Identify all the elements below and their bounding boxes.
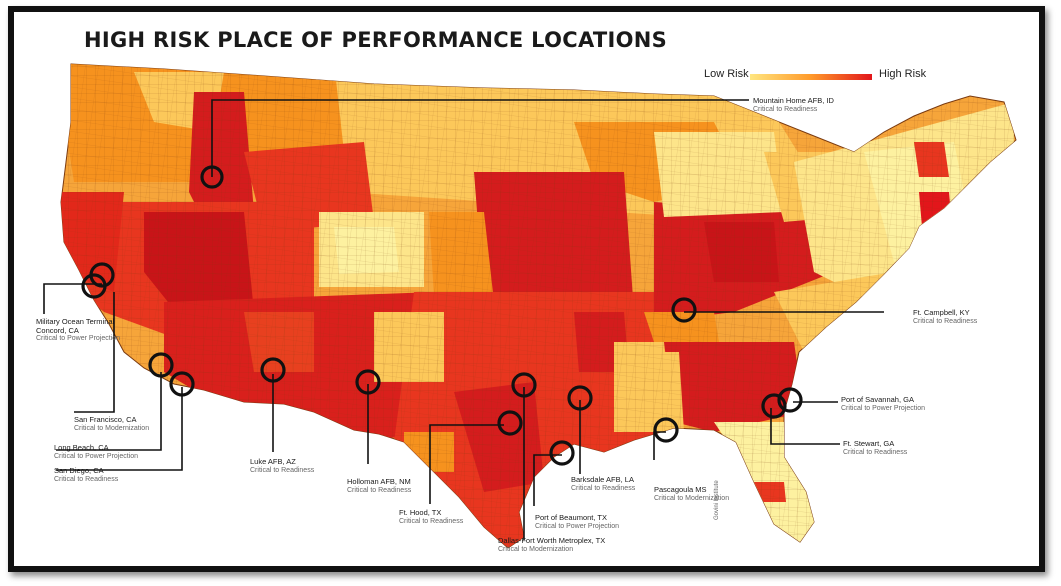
location-role: Critical to Readiness xyxy=(399,517,464,525)
location-name: Barksdale AFB, LA xyxy=(571,475,634,484)
marker-holloman xyxy=(355,369,381,395)
location-role: Critical to Power Projection xyxy=(535,522,620,530)
label-holloman: Holloman AFB, NM Critical to Readiness xyxy=(347,477,412,495)
location-name: San Francisco, CA xyxy=(74,415,137,424)
marker-hood xyxy=(497,410,523,436)
location-role: Critical to Power Projection xyxy=(36,335,121,343)
label-san-francisco: San Francisco, CA Critical to Modernizat… xyxy=(74,415,150,433)
marker-beaumont xyxy=(549,440,575,466)
location-role: Critical to Readiness xyxy=(571,484,636,492)
location-name: Port of Beaumont, TX xyxy=(535,513,607,522)
location-role: Critical to Modernization xyxy=(498,545,574,553)
location-name: Military Ocean Terminal Concord, CA xyxy=(36,317,115,335)
label-san-diego: San Diego, CA Critical to Readiness xyxy=(54,466,119,484)
location-role: Critical to Power Projection xyxy=(841,404,926,412)
location-name: Dallas-Fort Worth Metroplex, TX xyxy=(498,536,606,545)
map-title: HIGH RISK PLACE OF PERFORMANCE LOCATIONS xyxy=(84,28,668,52)
label-beaumont: Port of Beaumont, TX Critical to Power P… xyxy=(535,513,620,531)
label-stewart: Ft. Stewart, GA Critical to Readiness xyxy=(843,439,908,457)
label-long-beach: Long Beach, CA Critical to Power Project… xyxy=(54,443,139,461)
location-role: Critical to Power Projection xyxy=(54,452,139,460)
marker-campbell xyxy=(671,297,697,323)
label-savannah: Port of Savannah, GA Critical to Power P… xyxy=(841,395,926,413)
location-name: San Diego, CA xyxy=(54,466,104,475)
marker-san-francisco xyxy=(81,273,107,299)
label-pascagoula: Pascagoula MS Critical to Modernization xyxy=(654,485,730,503)
location-name: Pascagoula MS xyxy=(654,485,707,494)
label-hood: Ft. Hood, TX Critical to Readiness xyxy=(399,508,464,526)
location-name: Ft. Hood, TX xyxy=(399,508,442,517)
marker-luke xyxy=(260,357,286,383)
location-role: Critical to Readiness xyxy=(54,475,119,483)
legend-low-label: Low Risk xyxy=(704,68,749,80)
location-role: Critical to Modernization xyxy=(654,494,730,502)
marker-mountain-home xyxy=(200,165,224,189)
location-markers xyxy=(81,165,803,466)
marker-long-beach xyxy=(148,352,174,378)
marker-savannah xyxy=(777,387,803,413)
leader-lines xyxy=(43,99,884,540)
location-role: Critical to Readiness xyxy=(753,105,818,113)
location-role: Critical to Readiness xyxy=(913,317,978,325)
risk-regions xyxy=(61,64,1016,548)
location-role: Critical to Readiness xyxy=(250,466,315,474)
marker-pascagoula xyxy=(653,417,679,443)
legend-gradient-bar xyxy=(750,74,872,80)
label-mountain-home: Mountain Home AFB, ID Critical to Readin… xyxy=(753,96,834,114)
label-luke: Luke AFB, AZ Critical to Readiness xyxy=(250,457,315,475)
label-barksdale: Barksdale AFB, LA Critical to Readiness xyxy=(571,475,636,493)
marker-stewart xyxy=(761,393,787,419)
marker-dallas xyxy=(511,372,537,398)
location-role: Critical to Modernization xyxy=(74,424,150,432)
us-risk-map xyxy=(43,63,1017,549)
source-credit: Govini Institute xyxy=(714,480,720,520)
location-name: Port of Savannah, GA xyxy=(841,395,914,404)
location-name: Luke AFB, AZ xyxy=(250,457,296,466)
location-name: Holloman AFB, NM xyxy=(347,477,411,486)
label-campbell: Ft. Campbell, KY Critical to Readiness xyxy=(913,308,978,326)
location-role: Critical to Readiness xyxy=(347,486,412,494)
location-name: Long Beach, CA xyxy=(54,443,109,452)
location-role: Critical to Readiness xyxy=(843,448,908,456)
marker-barksdale xyxy=(567,385,593,411)
location-name: Ft. Stewart, GA xyxy=(843,439,895,448)
location-name: Mountain Home AFB, ID xyxy=(753,96,834,105)
location-name: Ft. Campbell, KY xyxy=(913,308,970,317)
label-concord: Military Ocean Terminal Concord, CA Crit… xyxy=(36,317,128,343)
marker-san-diego xyxy=(169,371,195,397)
figure-frame: HIGH RISK PLACE OF PERFORMANCE LOCATIONS… xyxy=(8,6,1045,572)
legend-high-label: High Risk xyxy=(879,68,927,80)
label-dallas: Dallas-Fort Worth Metroplex, TX Critical… xyxy=(498,536,606,554)
